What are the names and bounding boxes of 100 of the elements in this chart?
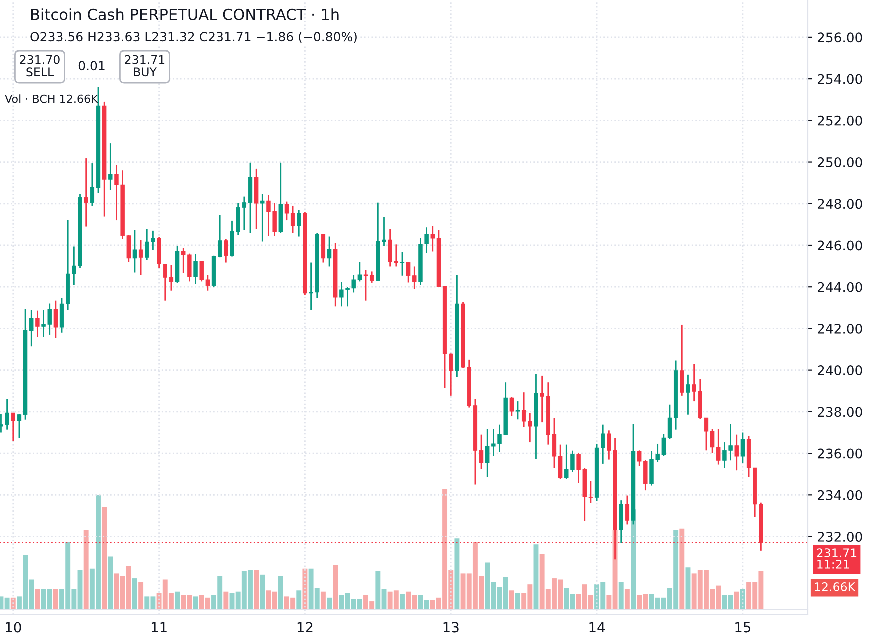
candlestick [734,434,739,472]
candlestick [528,412,532,444]
candlestick [224,238,228,264]
bar [680,528,685,610]
candlestick [126,234,132,263]
candlestick [108,142,113,192]
candlestick [364,269,368,302]
x-tick-label: 14 [590,622,606,632]
y-tick-label: 236.00 [818,448,862,459]
candlestick [522,392,526,428]
bar [618,582,624,610]
candlestick [218,214,222,258]
bar [132,578,138,610]
x-tick-label: 15 [736,622,751,633]
text: 12.66K [815,582,856,592]
bar [53,589,58,610]
candlestick [412,266,417,290]
candlestick [430,225,435,252]
candlestick [284,201,290,222]
candlestick [668,404,672,440]
bar [516,593,520,610]
candlestick [662,433,666,458]
candlestick [394,244,399,268]
bar [740,589,746,610]
candlestick [17,413,22,439]
candlestick [704,417,709,452]
candlestick [558,444,563,480]
candlestick [710,428,715,454]
bar [35,589,40,610]
candlestick [516,400,520,420]
bar [333,565,338,610]
bar [175,592,180,610]
bar [400,594,405,610]
y-tick-label: 248.00 [818,199,862,210]
annotation: 0.01 [78,61,105,71]
candlestick [552,417,557,469]
candlestick [644,460,648,492]
candlestick [370,271,374,284]
bar [454,538,460,610]
y-tick-label: 244.00 [818,282,862,292]
candlestick [588,480,594,504]
candlestick [90,162,95,207]
y-tick-label: 252.00 [818,116,862,126]
candlestick [540,375,544,424]
candlestick [84,158,88,228]
bar [734,592,740,610]
candlestick [388,228,392,268]
candlestick [132,229,138,274]
candlestick [54,300,58,339]
candlestick [11,412,16,442]
y-tick-label: 238.00 [818,407,862,418]
bar [138,582,144,610]
candlestick [260,194,265,242]
candlestick [449,352,454,397]
bar [534,544,539,610]
bar [509,590,514,610]
candlestick [716,428,721,466]
x-tick-label: 10 [6,622,22,633]
bar [260,574,266,610]
candlestick [138,239,144,276]
annotation: O233.56 H233.63 L231.32 C231.71 −1.86 (−0.80%) [30,32,357,44]
bar [254,570,260,610]
y-tick-label: 240.00 [818,366,862,376]
bar [624,589,630,610]
x-tick-label: 13 [444,622,459,633]
candlestick [194,254,198,285]
candlestick [36,310,40,338]
candlestick [625,495,630,526]
candlestick [297,209,302,238]
bar [102,507,108,610]
candlestick [680,324,684,397]
y-tick-label: 234.00 [818,490,862,500]
x-tick-label: 11 [152,622,167,632]
candlestick [327,236,332,268]
candlestick [601,424,606,465]
y-tick-label: 242.00 [818,324,862,334]
candlestick [740,432,746,464]
candlestick [479,434,484,470]
annotation: 231.71 BUY [125,55,165,77]
bar [327,598,332,610]
bar [686,568,691,610]
ref-line-label: 231.71 11:21 [817,548,857,569]
candlestick [200,261,204,282]
bar [296,590,302,610]
candlestick [637,450,642,468]
candlestick [242,196,247,231]
bar [320,592,326,610]
candlestick [206,274,210,292]
x-tick-label: 12 [298,622,313,632]
candlestick [358,261,362,282]
y-tick-label: 246.00 [818,240,862,251]
candlestick [686,374,690,416]
bar [108,556,114,610]
candlestick [290,205,296,234]
candlestick [60,298,64,334]
y-tick-label: 254.00 [818,74,862,84]
bar [193,596,198,610]
bar [84,530,89,610]
y-tick-label: 250.00 [818,158,862,168]
bar [278,576,284,610]
